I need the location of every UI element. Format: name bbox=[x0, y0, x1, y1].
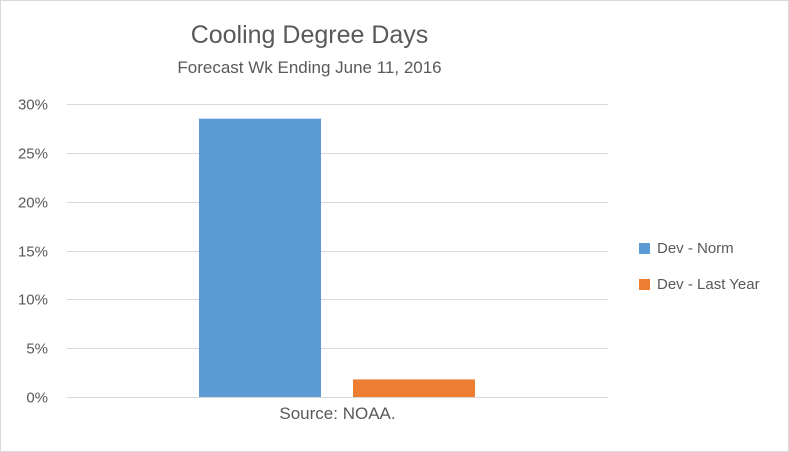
chart-subtitle: Forecast Wk Ending June 11, 2016 bbox=[177, 58, 442, 77]
y-tick-label: 0% bbox=[26, 390, 48, 407]
legend-swatch-dev-last-year bbox=[639, 278, 650, 290]
y-tick-label: 10% bbox=[18, 292, 48, 309]
legend: Dev - Norm Dev - Last Year bbox=[639, 238, 760, 310]
bar-dev-norm bbox=[199, 118, 321, 398]
y-tick-label: 5% bbox=[26, 341, 48, 358]
legend-item-dev-norm: Dev - Norm bbox=[639, 238, 760, 258]
legend-swatch-dev-norm bbox=[639, 242, 650, 254]
legend-item-dev-last-year: Dev - Last Year bbox=[639, 274, 760, 294]
y-tick-label: 20% bbox=[18, 195, 48, 212]
y-tick-label: 15% bbox=[18, 244, 48, 261]
y-tick-label: 25% bbox=[18, 146, 48, 163]
y-tick-label: 30% bbox=[18, 97, 48, 114]
x-category-label: Source: NOAA. bbox=[279, 404, 395, 423]
legend-label-dev-norm: Dev - Norm bbox=[657, 239, 734, 257]
chart-title: Cooling Degree Days bbox=[190, 21, 429, 49]
legend-label-dev-last-year: Dev - Last Year bbox=[657, 275, 760, 293]
bar-dev-last-year bbox=[353, 379, 475, 397]
